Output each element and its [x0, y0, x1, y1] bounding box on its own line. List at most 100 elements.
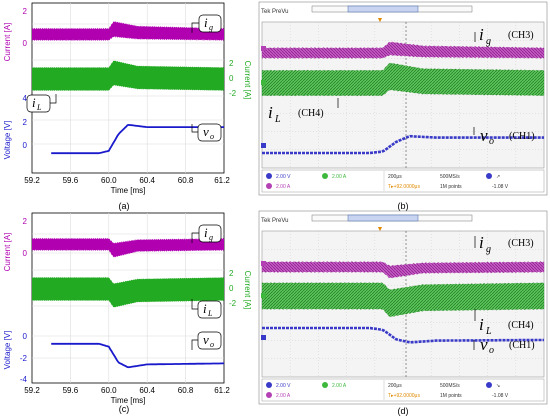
svg-text:(CH3): (CH3): [508, 30, 534, 41]
svg-text:(CH1): (CH1): [509, 131, 535, 142]
y-tick-il: 2: [229, 59, 234, 68]
svg-text:2.00 V: 2.00 V: [276, 174, 291, 180]
svg-text:i: i: [203, 301, 207, 316]
scope-status-bar: 2.00 V 2.00 A 2.00 A 200μs T▸+92.0000μs …: [261, 169, 545, 193]
annotation-il: i L: [26, 94, 57, 113]
svg-text:L: L: [36, 103, 42, 112]
y-tick-ig: 0: [23, 39, 28, 48]
annotation-vo: v o: [191, 123, 222, 142]
y-tick-il: -2: [229, 89, 237, 98]
svg-text:o: o: [489, 345, 494, 356]
y-tick-ig: 2: [23, 217, 28, 226]
svg-text:o: o: [489, 136, 494, 147]
svg-text:g: g: [209, 233, 213, 242]
svg-text:o: o: [210, 340, 214, 349]
scope-label-ig: i g (CH3): [474, 233, 534, 255]
scope-label-ig: i g (CH3): [474, 25, 534, 47]
svg-text:i: i: [204, 225, 208, 240]
y-tick-il: 0: [229, 74, 234, 83]
svg-text:g: g: [486, 244, 491, 255]
svg-text:(CH4): (CH4): [298, 108, 324, 119]
trigger-marker: ▼: [377, 226, 384, 233]
svg-text:v: v: [203, 124, 209, 139]
svg-text:(CH4): (CH4): [508, 320, 534, 331]
trace-vo: [51, 123, 224, 155]
scope-d: Tek PreVu ▼ i g (CH3) i L (CH4) v: [258, 210, 548, 416]
x-tick: 61.2: [214, 386, 230, 395]
scope-trace-ch1: [262, 326, 544, 344]
annotation-ig: i g: [191, 14, 222, 33]
y-axis-label-ig: Current [A]: [3, 233, 12, 272]
trace-ig: [32, 21, 224, 41]
svg-text:v: v: [480, 335, 488, 354]
svg-text:i: i: [479, 315, 484, 334]
scope-label-vo: v o (CH1): [473, 335, 535, 356]
svg-text:500MS/s: 500MS/s: [440, 174, 460, 180]
scope-label-il: i L (CH4): [474, 309, 534, 337]
y-axis-label-il: Current [A]: [243, 271, 252, 310]
svg-text:1M points: 1M points: [440, 184, 462, 190]
x-tick: 60.0: [101, 386, 117, 395]
svg-text:(CH3): (CH3): [508, 238, 534, 249]
svg-text:-1.08 V: -1.08 V: [492, 393, 509, 399]
scope-trace-ch4: [261, 62, 545, 97]
x-tick: 59.6: [63, 176, 79, 185]
y-axis-label-il: Current [A]: [243, 61, 252, 100]
x-axis-label: Time [ms]: [111, 186, 146, 195]
svg-text:2.00 V: 2.00 V: [276, 383, 291, 389]
x-axis-label: Time [ms]: [111, 396, 146, 405]
scope-trace-ch4: [261, 282, 545, 317]
y-tick-vo: 0: [23, 141, 28, 150]
svg-text:200μs: 200μs: [388, 174, 402, 180]
trace-il: [32, 277, 224, 308]
panel-caption: (a): [119, 201, 130, 211]
x-tick: 60.0: [101, 176, 117, 185]
svg-text:i: i: [479, 25, 484, 44]
x-tick: 60.4: [139, 386, 155, 395]
y-tick-vo: -2: [20, 354, 28, 363]
scope-label-vo: v o (CH1): [473, 126, 535, 147]
svg-text:500MS/s: 500MS/s: [440, 383, 460, 389]
x-tick: 60.8: [178, 386, 194, 395]
y-tick-il: 2: [229, 269, 234, 278]
annotation-il: i L: [191, 299, 222, 319]
y-tick-vo: 2: [23, 118, 28, 127]
svg-text:1M points: 1M points: [440, 393, 462, 399]
svg-text:v: v: [480, 126, 488, 145]
x-tick: 60.8: [178, 176, 194, 185]
svg-text:-1.08 V: -1.08 V: [492, 184, 509, 190]
panel-caption: (b): [398, 201, 409, 211]
svg-text:g: g: [209, 23, 213, 32]
svg-text:T▸+92.0000μs: T▸+92.0000μs: [388, 184, 420, 190]
scope-trace-ch1: [262, 134, 544, 155]
svg-text:(CH1): (CH1): [509, 340, 535, 351]
y-axis-label-vo: Voltage [V]: [3, 121, 12, 160]
scope-trace-ch3: [261, 41, 545, 59]
svg-text:i: i: [268, 103, 273, 122]
svg-text:2.00 A: 2.00 A: [276, 184, 291, 190]
y-tick-ig: 2: [23, 7, 28, 16]
svg-text:↘: ↘: [496, 383, 500, 389]
panel-caption: (d): [398, 406, 409, 416]
y-tick-vo: 0: [23, 332, 28, 341]
channel-markers: [261, 261, 266, 340]
svg-text:v: v: [203, 332, 209, 347]
panel-a: 59.2 59.6 60.0 60.4 60.8 61.2 Time [ms] …: [3, 2, 252, 211]
record-window: [347, 214, 419, 222]
svg-text:i: i: [32, 95, 36, 110]
y-axis-label-ig: Current [A]: [3, 23, 12, 62]
panel-caption: (c): [119, 404, 130, 414]
x-tick: 59.6: [63, 386, 79, 395]
trace-il: [32, 60, 224, 91]
scope-b: Tek PreVu ▼ i g (CH3) i L (CH4) v: [258, 1, 548, 211]
scope-label-il: i L (CH4): [268, 98, 339, 125]
trace-vo: [51, 342, 224, 369]
svg-text:L: L: [485, 326, 492, 337]
svg-text:T▸+92.0000μs: T▸+92.0000μs: [388, 393, 420, 399]
x-tick: 60.4: [139, 176, 155, 185]
trace-ig: [32, 237, 224, 258]
annotation-vo: v o: [191, 331, 222, 350]
svg-text:↗: ↗: [496, 174, 500, 180]
svg-text:g: g: [486, 36, 491, 47]
